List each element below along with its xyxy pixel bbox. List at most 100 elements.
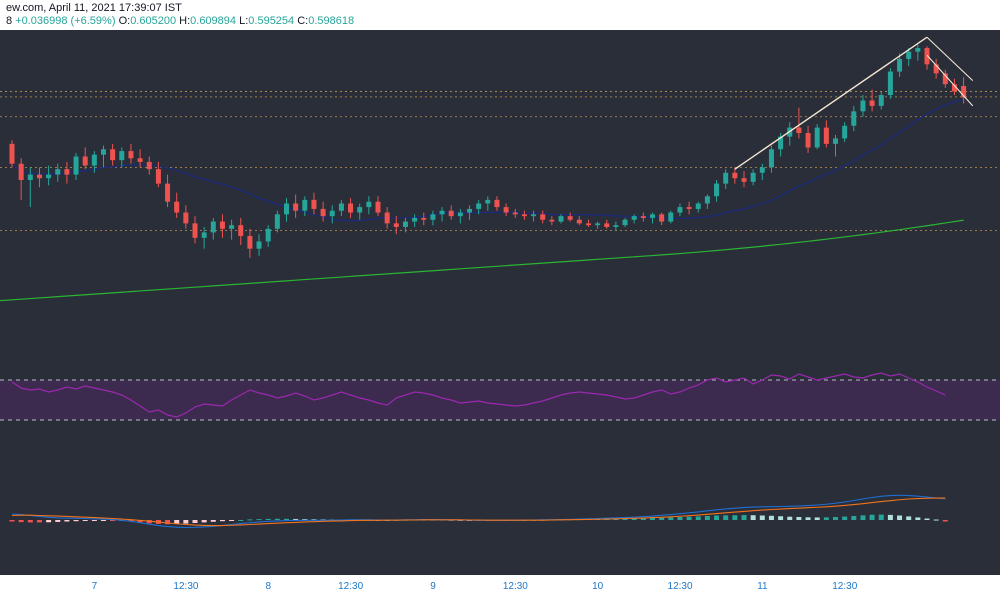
candle-body [915, 48, 921, 52]
macd-histogram-bar [915, 517, 921, 520]
macd-histogram-bar [805, 517, 811, 520]
candle-body [695, 203, 701, 209]
candle-body [613, 225, 619, 227]
candle-body [302, 199, 308, 211]
macd-histogram-bar [293, 518, 299, 520]
channel-lower-line [926, 54, 974, 107]
candle-body [622, 219, 628, 226]
macd-histogram-bar [677, 517, 683, 520]
candle-body [155, 169, 161, 184]
time-tick-label: 12:30 [667, 581, 693, 592]
time-tick-label: 11 [757, 581, 768, 592]
candle-body [485, 199, 491, 204]
macd-histogram-bar [787, 516, 793, 520]
price-pane[interactable] [0, 36, 1000, 302]
candle-body [951, 84, 957, 92]
candle-body [540, 214, 546, 220]
header-source: ew.com, April 11, 2021 17:39:07 IST [6, 2, 182, 14]
candle-body [768, 149, 774, 168]
time-tick-label: 8 [265, 581, 272, 592]
macd-histogram-bar [924, 518, 930, 520]
macd-histogram-bar [82, 520, 88, 521]
macd-histogram-bar [36, 520, 42, 523]
high-value: 0.609894 [190, 15, 237, 27]
candle-body [311, 199, 317, 209]
macd-histogram-bar [192, 520, 198, 523]
time-tick-label: 12:30 [338, 581, 364, 592]
candle-body [961, 86, 967, 98]
candle-body [348, 203, 354, 213]
time-tick-label: 7 [91, 581, 98, 592]
candle-body [329, 210, 335, 217]
candle-body [851, 111, 857, 126]
signal-line [11, 497, 946, 527]
candle-body [640, 216, 646, 218]
candle-body [521, 214, 527, 217]
candle-body [247, 236, 253, 249]
macd-histogram-bar [732, 515, 738, 520]
rising-trendline [734, 36, 928, 170]
candle-body [869, 100, 875, 106]
macd-histogram-bar [18, 520, 24, 523]
candle-body [210, 221, 216, 233]
macd-histogram-bar [897, 515, 903, 520]
legend-header: ew.com, April 11, 2021 17:39:07 IST 8 +0… [0, 0, 1000, 30]
header-source-line: ew.com, April 11, 2021 17:39:07 IST [6, 2, 182, 14]
low-value: 0.595254 [248, 15, 295, 27]
candle-body [512, 212, 518, 215]
candle-body [366, 201, 372, 208]
macd-histogram-bar [833, 517, 838, 520]
macd-histogram-bar [302, 519, 308, 521]
candle-body [421, 217, 427, 220]
candle-body [412, 217, 418, 222]
open-label: O: [118, 15, 131, 27]
high-label: H: [179, 15, 191, 27]
close-value: 0.598618 [308, 15, 355, 27]
candle-body [146, 161, 152, 170]
candle-body [73, 156, 79, 175]
candle-body [430, 214, 436, 220]
candle-body [165, 183, 171, 202]
macd-histogram-bar [137, 520, 143, 523]
time-axis[interactable]: 7 12:30 8 12:30 9 12:30 10 12:30 11 12:30 [0, 575, 1000, 600]
candle-body [503, 207, 509, 213]
macd-histogram-bar [723, 515, 729, 520]
macd-histogram-bar [219, 520, 225, 522]
candle-body [174, 201, 180, 213]
candle-body [567, 216, 573, 220]
candle-body [439, 210, 445, 215]
plot-area[interactable] [0, 30, 1000, 575]
macd-histogram-bar [101, 520, 106, 521]
candle-body [82, 156, 88, 166]
macd-histogram-bar [73, 520, 79, 522]
candle-body [549, 219, 555, 222]
candle-body [110, 149, 116, 161]
candle-body [823, 127, 829, 144]
rsi-band-fill [0, 380, 1000, 420]
macd-histogram-bar [91, 520, 97, 521]
macd-histogram-bar [942, 520, 948, 522]
macd-histogram-bar [27, 520, 33, 523]
candle-body [402, 221, 408, 227]
macd-histogram-bar [933, 519, 939, 521]
candle-body [805, 133, 811, 148]
rsi-pane[interactable] [0, 372, 1000, 421]
macd-histogram-bar [823, 517, 829, 520]
macd-histogram-bar [128, 520, 134, 522]
candle-body [18, 163, 24, 180]
macd-histogram-bar [704, 515, 710, 520]
candle-body [741, 178, 747, 182]
candle-body [393, 223, 399, 227]
candle-body [137, 158, 143, 162]
candle-body [274, 214, 280, 229]
candle-body [650, 214, 655, 218]
macd-histogram-bar [778, 516, 784, 520]
macd-histogram-bar [210, 520, 216, 522]
open-value: 0.605200 [130, 15, 177, 27]
macd-histogram-bar [768, 515, 774, 520]
macd-pane[interactable] [9, 494, 948, 529]
chart-svg[interactable] [0, 30, 1000, 575]
macd-histogram-bar [238, 520, 244, 521]
macd-histogram-bar [695, 516, 701, 520]
candle-body [238, 225, 244, 237]
